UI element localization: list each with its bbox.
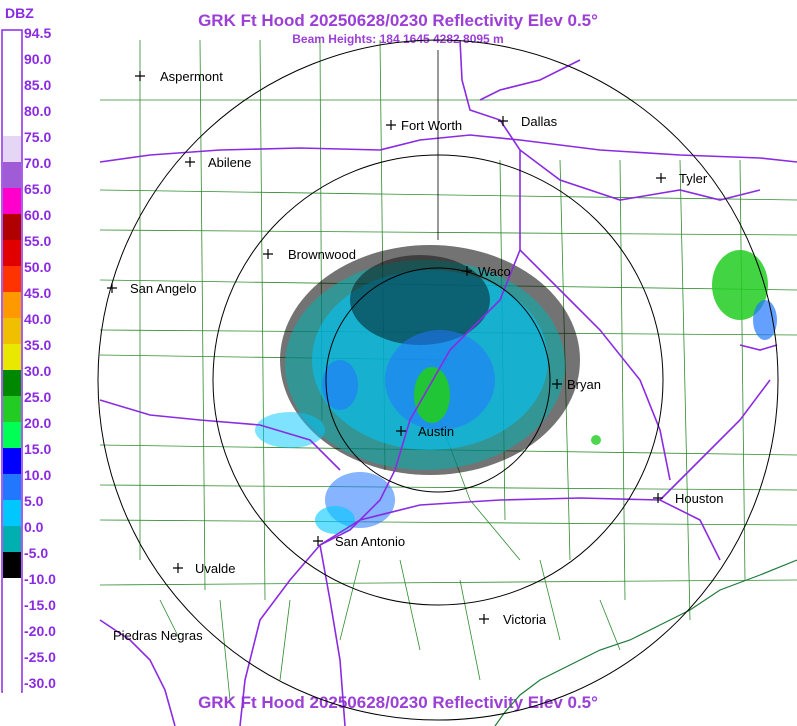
legend-swatch xyxy=(3,474,21,500)
legend-level-label: -30.0 xyxy=(24,675,56,691)
legend-level-label: 70.0 xyxy=(24,155,51,171)
legend-swatch xyxy=(3,136,21,162)
city-marker-icon xyxy=(396,426,406,436)
legend-level-label: 80.0 xyxy=(24,103,51,119)
interstate-highways xyxy=(239,39,771,726)
legend-level-label: -15.0 xyxy=(24,597,56,613)
city-label: Abilene xyxy=(208,155,251,170)
city-marker-icon xyxy=(185,157,195,167)
legend-swatch xyxy=(3,396,21,422)
legend-level-label: 75.0 xyxy=(24,129,51,145)
city-label: Dallas xyxy=(521,114,558,129)
legend-swatch xyxy=(3,162,21,188)
city-markers: Aspermont Fort Worth Dallas Abilene Tyler Bro… xyxy=(107,69,723,643)
legend-swatch xyxy=(3,604,21,630)
legend-level-label: 90.0 xyxy=(24,51,51,67)
legend-level-label: 15.0 xyxy=(24,441,51,457)
legend-level-label: 65.0 xyxy=(24,181,51,197)
legend-level-label: 20.0 xyxy=(24,415,51,431)
gulf-coastline xyxy=(494,559,797,726)
legend-swatch xyxy=(3,110,21,136)
map-footer-title: GRK Ft Hood 20250628/0230 Reflectivity E… xyxy=(198,693,598,712)
city-label: Bryan xyxy=(567,377,601,392)
legend-swatch xyxy=(3,84,21,110)
legend-swatch xyxy=(3,292,21,318)
map-layer: Aspermont Fort Worth Dallas Abilene Tyler Bro… xyxy=(97,39,797,726)
legend-level-label: 30.0 xyxy=(24,363,51,379)
legend-swatch xyxy=(3,656,21,682)
legend-level-label: -20.0 xyxy=(24,623,56,639)
legend-level-label: 25.0 xyxy=(24,389,51,405)
legend-level-label: 0.0 xyxy=(24,519,44,535)
legend-level-label: 55.0 xyxy=(24,233,51,249)
legend-swatch xyxy=(3,344,21,370)
city-marker-icon xyxy=(479,614,489,624)
legend-swatch xyxy=(3,552,21,578)
city-marker-icon xyxy=(498,116,508,126)
legend-level-label: 45.0 xyxy=(24,285,51,301)
legend-swatch xyxy=(3,58,21,84)
map-title: GRK Ft Hood 20250628/0230 Reflectivity E… xyxy=(198,11,598,30)
legend-swatch xyxy=(3,370,21,396)
legend-swatch xyxy=(3,188,21,214)
city-marker-icon xyxy=(552,379,562,389)
beam-heights-subtitle: Beam Heights: 184 1645 4282 8095 m xyxy=(292,32,503,46)
city-marker-icon xyxy=(135,71,145,81)
city-label: Houston xyxy=(675,491,723,506)
legend-level-label: 5.0 xyxy=(24,493,44,509)
city-marker-icon xyxy=(386,120,396,130)
city-label: Austin xyxy=(418,424,454,439)
legend-swatch xyxy=(3,266,21,292)
legend-swatch xyxy=(3,32,21,58)
city-marker-icon xyxy=(313,536,323,546)
city-label: Fort Worth xyxy=(401,118,462,133)
legend-level-label: -10.0 xyxy=(24,571,56,587)
city-label: Brownwood xyxy=(288,247,356,262)
legend-level-label: 60.0 xyxy=(24,207,51,223)
legend-level-label: 94.5 xyxy=(24,25,51,41)
city-label: Piedras Negras xyxy=(113,628,203,643)
legend-swatch xyxy=(3,448,21,474)
legend-level-label: 85.0 xyxy=(24,77,51,93)
city-label: Uvalde xyxy=(195,561,235,576)
legend-swatch xyxy=(3,630,21,656)
legend-level-label: -25.0 xyxy=(24,649,56,665)
legend-swatch xyxy=(3,318,21,344)
city-label: San Angelo xyxy=(130,281,197,296)
legend-swatch xyxy=(3,500,21,526)
legend-level-label: 35.0 xyxy=(24,337,51,353)
legend-level-label: -5.0 xyxy=(24,545,48,561)
legend-unit-label: DBZ xyxy=(5,5,34,21)
city-marker-icon xyxy=(462,266,472,276)
city-label: Victoria xyxy=(503,612,547,627)
range-rings xyxy=(97,39,779,721)
legend-swatch xyxy=(3,214,21,240)
city-label: Waco xyxy=(478,264,511,279)
city-label: San Antonio xyxy=(335,534,405,549)
legend-level-label: 40.0 xyxy=(24,311,51,327)
legend-swatch xyxy=(3,422,21,448)
city-marker-icon xyxy=(107,283,117,293)
reflectivity-echoes xyxy=(255,245,777,534)
dbz-legend: DBZ 94.5 90.0 85.0 80.0 75.0 70.0 65.0 60.0 55.0… xyxy=(1,5,56,708)
legend-level-label: 50.0 xyxy=(24,259,51,275)
city-marker-icon xyxy=(263,249,273,259)
legend-swatch xyxy=(3,240,21,266)
city-label: Aspermont xyxy=(160,69,223,84)
legend-swatch xyxy=(3,682,21,708)
legend-swatch xyxy=(3,578,21,604)
city-label: Tyler xyxy=(679,171,708,186)
legend-level-label: 10.0 xyxy=(24,467,51,483)
legend-swatch xyxy=(3,526,21,552)
city-marker-icon xyxy=(173,563,183,573)
city-marker-icon xyxy=(653,493,663,503)
city-marker-icon xyxy=(656,173,666,183)
